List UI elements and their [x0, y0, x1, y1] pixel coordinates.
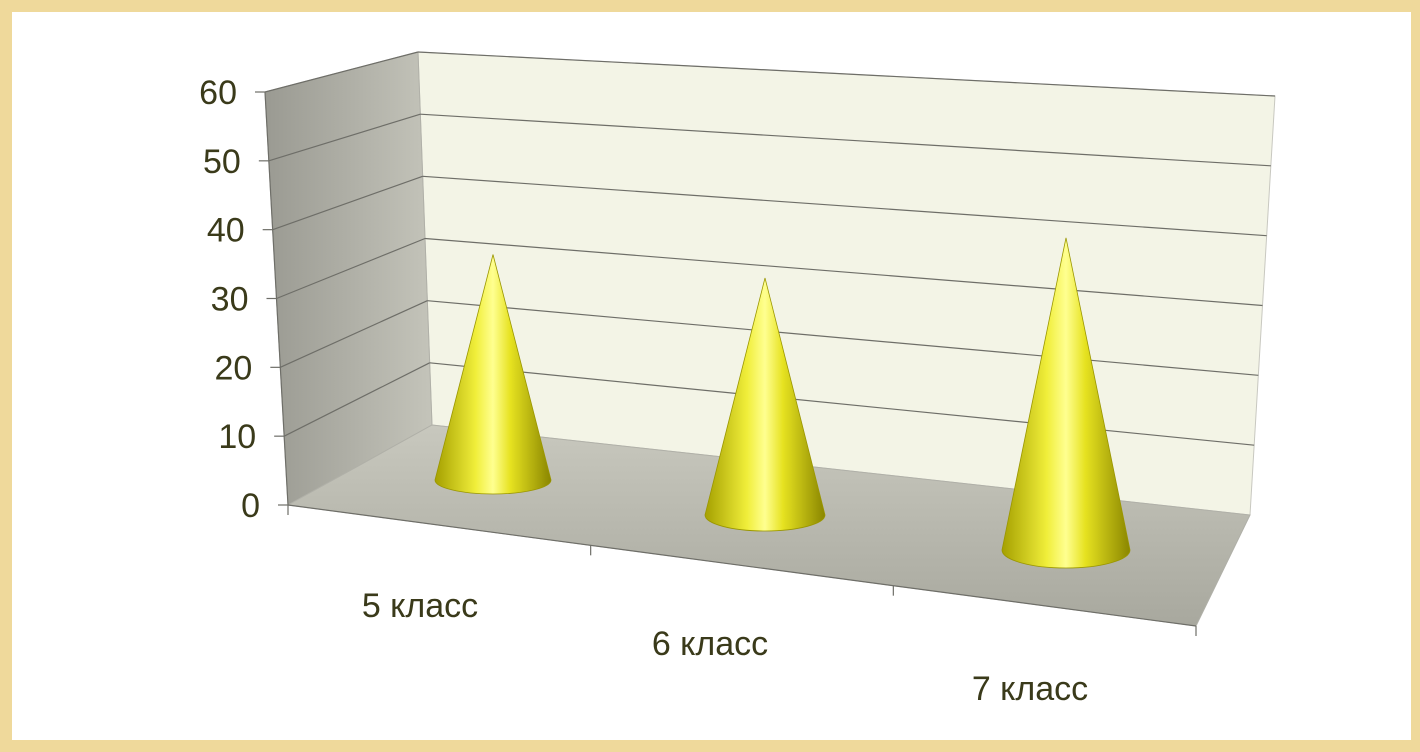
x-axis-line — [287, 504, 1197, 627]
side-wall — [264, 51, 433, 506]
x-axis: 5 класс 6 класс 7 класс — [287, 504, 1197, 708]
gridline-back — [422, 175, 1267, 237]
gridline-side — [276, 237, 426, 300]
gridline-side — [264, 51, 419, 93]
gridline-side — [283, 362, 430, 437]
gridline-side — [268, 113, 421, 162]
y-tick-label: 40 — [207, 212, 245, 250]
y-tick-label: 0 — [241, 487, 260, 525]
gridline-back — [427, 300, 1259, 376]
gridline-side — [280, 300, 428, 368]
gridline-back — [417, 51, 1276, 97]
cone-shape — [434, 254, 552, 495]
gridline-back — [424, 237, 1263, 307]
gridline-back — [429, 362, 1255, 446]
y-tick-label: 10 — [218, 418, 256, 456]
y-tick-label: 30 — [211, 281, 249, 319]
cones — [434, 237, 1131, 569]
y-tick-label: 20 — [215, 349, 253, 387]
gridline-side — [272, 175, 423, 231]
x-category-label: 6 класс — [652, 625, 768, 663]
y-axis-line — [264, 91, 289, 506]
x-category-label: 5 класс — [362, 587, 478, 625]
cone-bar — [434, 254, 552, 495]
cone-bar — [704, 277, 826, 532]
y-tick-label: 50 — [203, 143, 241, 181]
gridline-back — [420, 113, 1271, 167]
y-tick-label: 60 — [199, 74, 237, 112]
cone-shape — [704, 277, 826, 532]
y-axis: 0 10 20 30 40 50 60 — [199, 74, 289, 525]
gridlines — [264, 51, 1276, 446]
cone-bar — [1001, 237, 1131, 569]
cone-shape — [1001, 237, 1131, 569]
x-category-label: 7 класс — [972, 670, 1088, 708]
